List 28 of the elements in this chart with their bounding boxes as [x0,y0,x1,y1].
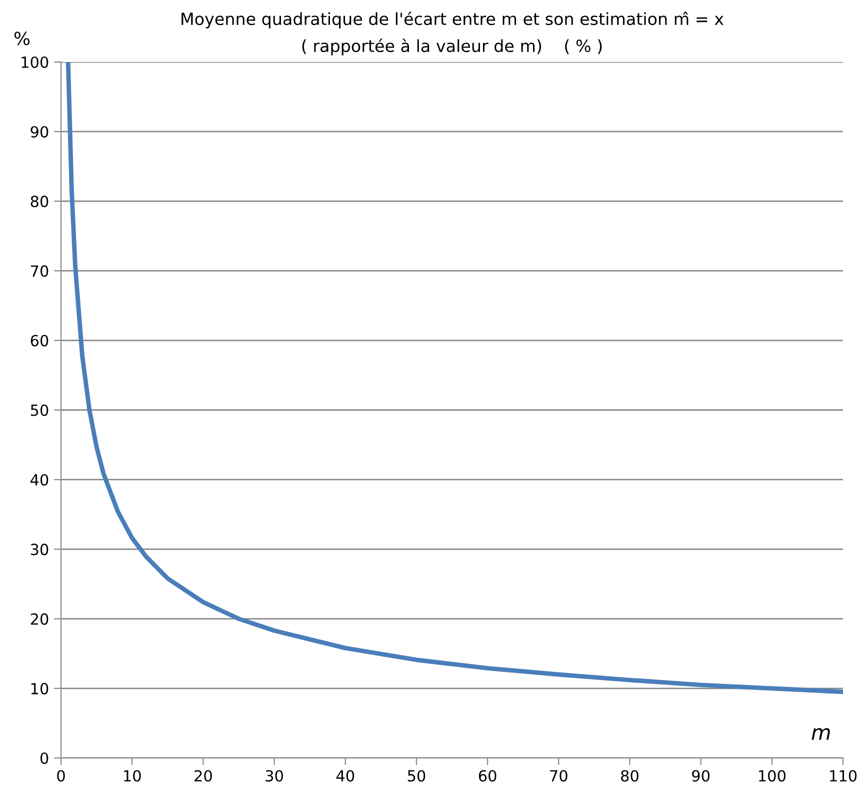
x-tick-label: 20 [194,770,212,782]
chart-subtitle: ( rapportée à la valeur de m) ( % ) [302,38,602,56]
x-tick-label: 80 [621,770,638,782]
x-tick-label: 30 [266,770,283,782]
y-tick-label: 60 [30,334,48,346]
y-axis-title: % [14,32,30,46]
y-tick-label: 0 [40,752,48,764]
x-tick-label: 40 [336,770,354,782]
x-tick-label: 90 [692,770,710,782]
y-tick-label: 10 [31,682,48,694]
y-tick-label: 20 [30,613,48,625]
x-tick-label: 60 [478,770,496,782]
x-tick-label: 0 [57,770,65,782]
x-tick-label: 50 [408,770,426,782]
chart-title: Moyenne quadratique de l'écart entre m et son estimation m̂ = x [182,12,724,28]
y-tick-label: 90 [30,126,48,138]
line-series [66,62,843,694]
x-tick-label: 10 [124,770,141,782]
y-tick-label: 100 [22,56,48,68]
y-tick-label: 30 [30,544,48,556]
x-tick-label: 70 [550,770,568,782]
x-tick-label: 110 [830,770,857,782]
y-tick-label: 80 [30,196,48,208]
y-tick-label: 40 [30,474,48,486]
x-axis-title: m [812,728,830,740]
y-tick-label: 70 [31,265,48,277]
x-tick-label: 100 [759,770,786,782]
y-tick-label: 50 [30,404,48,416]
